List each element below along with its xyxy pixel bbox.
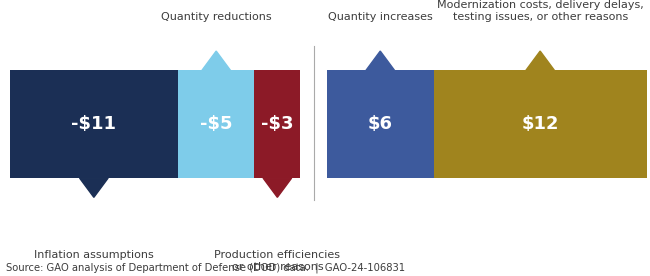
Text: -$5: -$5 <box>200 115 233 133</box>
Text: Modernization costs, delivery delays,
testing issues, or other reasons: Modernization costs, delivery delays, te… <box>437 0 644 22</box>
Text: Quantity increases: Quantity increases <box>328 12 433 22</box>
Bar <box>254 70 300 178</box>
Polygon shape <box>263 178 292 197</box>
Text: -$11: -$11 <box>72 115 116 133</box>
Bar <box>327 70 434 178</box>
Polygon shape <box>366 51 395 70</box>
Text: Quantity reductions: Quantity reductions <box>161 12 272 22</box>
Text: Production efficiencies
or other reasons: Production efficiencies or other reasons <box>214 250 341 272</box>
Text: $6: $6 <box>368 115 393 133</box>
Polygon shape <box>202 51 231 70</box>
Polygon shape <box>526 51 554 70</box>
Text: -$3: -$3 <box>261 115 294 133</box>
Bar <box>434 70 647 178</box>
Text: Source: GAO analysis of Department of Defense (DOD) data.  |  GAO-24-106831: Source: GAO analysis of Department of De… <box>6 263 406 273</box>
Bar <box>10 70 178 178</box>
Text: Inflation assumptions: Inflation assumptions <box>34 250 154 260</box>
Bar <box>178 70 254 178</box>
Text: $12: $12 <box>521 115 559 133</box>
Polygon shape <box>79 178 108 197</box>
